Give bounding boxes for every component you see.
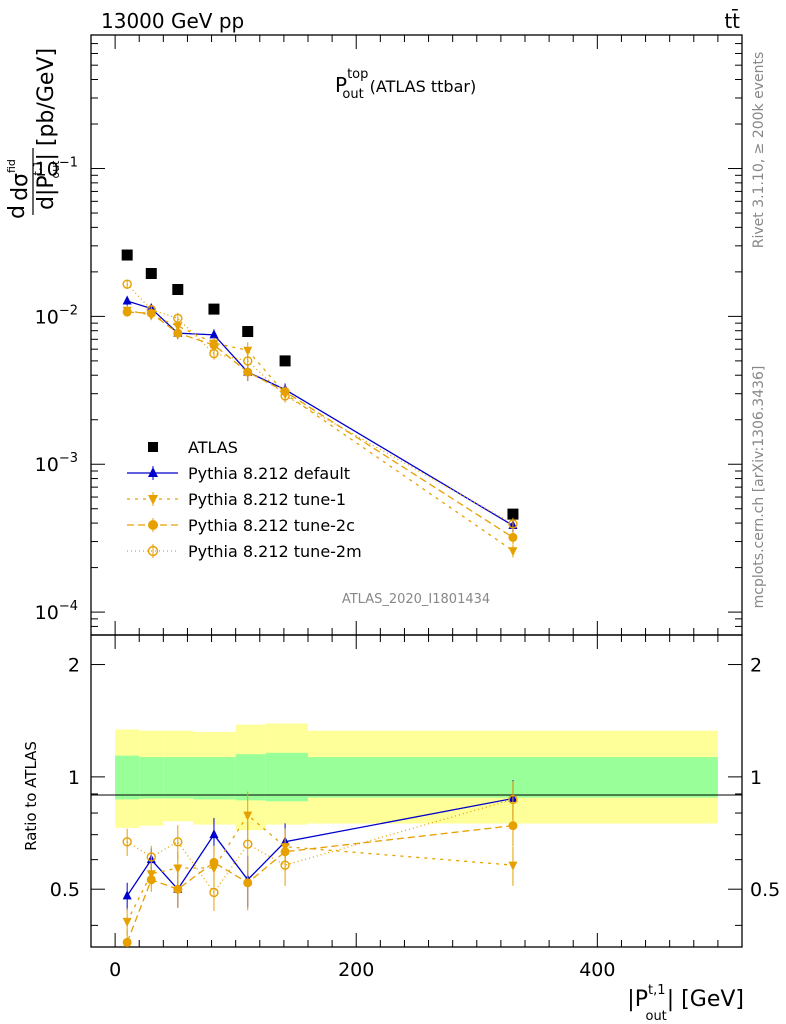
y-axis-label: dσfid d|Pt,1 out| [pb/GeV] d — [5, 48, 62, 219]
series-line-main — [126, 283, 514, 525]
ratio-point — [243, 878, 253, 888]
data-series — [121, 249, 519, 947]
ratio-point — [122, 937, 132, 947]
data-point — [122, 295, 132, 305]
ratio-point — [209, 887, 219, 898]
data-point — [508, 532, 518, 542]
ratio-point — [173, 864, 183, 874]
data-point — [146, 304, 156, 315]
ratio-tick-label-left: 1 — [68, 767, 80, 789]
legend-label-0: ATLAS — [188, 438, 238, 457]
legend-marker-1 — [148, 467, 158, 477]
legend-marker-3 — [148, 520, 158, 530]
ratio-point — [209, 829, 219, 839]
band-inner-3 — [193, 757, 236, 800]
x-axis-label: |Pt,1 out| [GeV] — [627, 983, 744, 1024]
data-point — [209, 329, 219, 339]
data-point — [209, 340, 219, 350]
svg-text:d: d — [5, 205, 30, 219]
ratio-point — [173, 884, 183, 894]
data-point — [145, 268, 157, 280]
ratio-point — [243, 839, 253, 849]
data-point — [280, 391, 290, 401]
series-4 — [122, 279, 518, 911]
ratio-point — [280, 860, 290, 870]
legend: ATLAS Pythia 8.212 default Pythia 8.212 tu… — [127, 438, 362, 561]
plot-title: Ptop out (ATLAS ttbar) — [335, 67, 476, 102]
ratio-point — [122, 837, 132, 847]
ratio-tick-label-right: 0.5 — [750, 879, 780, 901]
data-point — [122, 307, 132, 317]
legend-marker-4 — [147, 545, 159, 557]
series-0 — [121, 249, 519, 520]
y-tick-label: 10−1 — [35, 156, 78, 181]
data-point — [173, 322, 183, 332]
band-inner-5 — [265, 752, 308, 802]
ratio-point — [209, 857, 219, 867]
data-point — [121, 249, 133, 261]
legend-label-1: Pythia 8.212 default — [188, 464, 350, 483]
band-inner-0 — [115, 755, 140, 800]
ratio-point — [508, 821, 518, 831]
legend-label-4: Pythia 8.212 tune-2m — [188, 542, 362, 561]
data-point — [242, 326, 254, 338]
data-point — [508, 519, 518, 529]
x-tick-label: 400 — [579, 959, 615, 981]
band-inner-2 — [163, 757, 194, 799]
series-line-main — [127, 309, 514, 552]
data-point — [243, 367, 253, 377]
ratio-tick-label-left: 0.5 — [50, 879, 80, 901]
ratio-point — [243, 811, 253, 821]
data-point — [279, 355, 291, 367]
svg-text:dσfid: dσfid — [5, 159, 33, 201]
y-tick-label: 10−4 — [35, 599, 78, 624]
ratio-point — [122, 917, 132, 927]
ratio-y-axis-label: Ratio to ATLAS — [22, 741, 40, 851]
data-point — [508, 547, 518, 557]
data-point — [243, 346, 253, 356]
ratio-tick-label-right: 2 — [750, 655, 762, 677]
series-3 — [122, 307, 518, 947]
mcplots-label: mcplots.cern.ch [arXiv:1306.3436] — [751, 366, 767, 609]
ratio-point — [146, 852, 156, 862]
ratio-uncertainty-bands — [115, 723, 718, 831]
y-tick-label: 10−2 — [35, 303, 78, 328]
data-point — [122, 279, 132, 289]
data-point — [243, 356, 253, 366]
series-line-ratio — [126, 825, 514, 943]
ratio-tick-label-left: 2 — [68, 655, 80, 677]
ratio-plot-frame — [90, 634, 743, 948]
ratio-point — [173, 837, 183, 847]
data-point — [172, 283, 184, 295]
y-tick-label: 10−3 — [35, 451, 78, 476]
x-tick-label: 0 — [109, 959, 121, 981]
x-tick-label: 200 — [338, 959, 374, 981]
ratio-tick-label-right: 1 — [750, 767, 762, 789]
data-point — [173, 313, 183, 324]
legend-label-3: Pythia 8.212 tune-2c — [188, 516, 355, 535]
analysis-id-label: ATLAS_2020_I1801434 — [342, 592, 490, 607]
ratio-point — [508, 861, 518, 871]
header-energy-label: 13000 GeV pp — [101, 9, 244, 33]
ratio-point — [508, 794, 518, 805]
legend-marker-0 — [148, 442, 158, 452]
rivet-version-label: Rivet 3.1.10, ≥ 200k events — [751, 52, 767, 249]
data-point — [507, 508, 519, 520]
data-point — [208, 303, 220, 315]
header-process-label: tt̄ — [724, 8, 740, 33]
legend-label-2: Pythia 8.212 tune-1 — [188, 490, 346, 509]
series-line-ratio — [126, 814, 513, 922]
band-inner-4 — [235, 754, 266, 801]
axis-ticks: 0 200 400 10−1 10−2 10−3 10−4 0.5 0.5 1 1 2 2 — [35, 34, 780, 981]
legend-marker-2 — [148, 495, 158, 505]
ratio-point — [146, 875, 156, 885]
data-point — [209, 348, 219, 359]
band-inner-1 — [139, 757, 164, 799]
ratio-point — [122, 890, 132, 900]
data-point — [173, 328, 183, 338]
